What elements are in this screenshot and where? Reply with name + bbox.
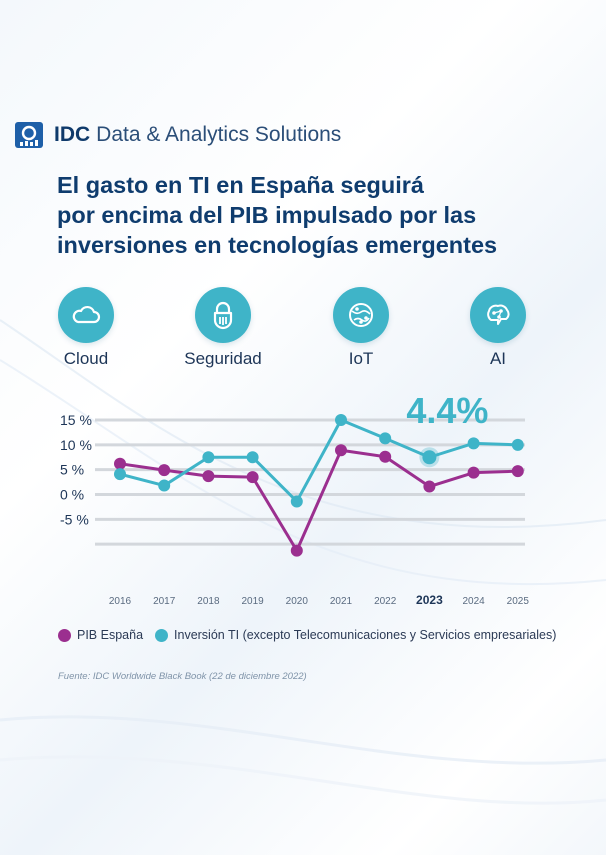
data-point-inversion — [422, 450, 437, 465]
y-tick-label: 15 % — [60, 412, 92, 428]
tech-label-ai: AI — [489, 349, 507, 368]
tech-label-iot: IoT — [348, 349, 374, 368]
brain-icon — [470, 287, 526, 343]
data-point-inversion — [202, 451, 215, 464]
tech-cloud: Cloud — [31, 287, 141, 369]
title-line-2: por encima del PIB impulsado por las — [57, 202, 477, 228]
data-point-inversion — [114, 468, 126, 481]
x-tick-label: 2024 — [462, 596, 485, 607]
x-tick-label: 2018 — [197, 596, 220, 607]
series-line-pib — [119, 448, 518, 553]
title-line-1: El gasto en TI en España seguirá — [57, 172, 424, 198]
data-point-inversion — [158, 479, 171, 492]
data-point-inversion — [467, 437, 480, 450]
x-tick-label: 2021 — [330, 596, 353, 607]
x-tick-label: 2023 — [416, 593, 443, 607]
data-point-pib — [467, 466, 480, 479]
x-tick-label: 2025 — [507, 596, 530, 607]
data-point-inversion — [246, 451, 259, 464]
legend-inversion-label: Inversión TI (excepto Telecomunicaciones… — [174, 628, 557, 642]
legend-pib-marker — [58, 628, 71, 642]
brand-header: IDC Data & Analytics Solutions — [14, 120, 341, 150]
idc-logo-icon — [15, 122, 43, 148]
data-point-pib — [423, 480, 436, 493]
tech-seguridad: Seguridad — [168, 287, 278, 369]
cloud-icon — [58, 287, 114, 343]
data-point-inversion — [290, 495, 303, 508]
data-point-pib — [202, 470, 215, 483]
data-point-pib — [379, 450, 392, 463]
brand-idc: IDC — [54, 123, 91, 146]
brand-name: IDC Data & Analytics Solutions — [54, 123, 341, 147]
series-line-inversion — [119, 418, 518, 503]
page-title: El gasto en TI en España seguirá por enc… — [57, 170, 577, 260]
x-tick-label: 2022 — [374, 596, 397, 607]
y-tick-label: 0 % — [60, 487, 84, 503]
data-point-inversion — [511, 438, 524, 451]
data-point-pib — [246, 471, 259, 484]
tech-label-cloud: Cloud — [63, 349, 109, 368]
brand-subtitle: Data & Analytics Solutions — [96, 123, 342, 146]
source-note: Fuente: IDC Worldwide Black Book (22 de … — [58, 671, 307, 682]
x-tick-label: 2020 — [286, 596, 309, 607]
data-point-pib — [158, 464, 171, 477]
x-tick-label: 2017 — [153, 596, 176, 607]
chart-legend: PIB España Inversión TI (excepto Telecom… — [58, 628, 568, 642]
legend-inversion-marker — [155, 628, 169, 642]
x-tick-label: 2019 — [241, 596, 264, 607]
data-point-pib — [511, 465, 524, 478]
legend-item-pib: PIB España — [58, 628, 143, 642]
data-point-pib — [290, 544, 303, 557]
y-tick-label: -5 % — [60, 511, 89, 527]
y-tick-label: 5 % — [60, 462, 84, 478]
legend-pib-label: PIB España — [77, 628, 144, 642]
data-point-pib — [335, 444, 347, 457]
y-tick-label: 10 % — [60, 437, 92, 453]
legend-item-inversion: Inversión TI (excepto Telecomunicaciones… — [155, 628, 556, 642]
tech-iot: IoT — [306, 287, 416, 369]
lock-icon — [195, 287, 251, 343]
highlight-value-label: 4.4% — [406, 390, 488, 431]
title-line-3: inversiones en tecnologías emergentes — [57, 232, 498, 258]
tech-label-seguridad: Seguridad — [184, 349, 262, 368]
iot-globe-icon — [333, 287, 389, 343]
data-point-inversion — [379, 432, 392, 445]
data-point-inversion — [335, 414, 347, 426]
tech-ai: AI — [443, 287, 553, 369]
data-point-pib — [114, 457, 126, 470]
x-tick-label: 2016 — [109, 596, 132, 607]
